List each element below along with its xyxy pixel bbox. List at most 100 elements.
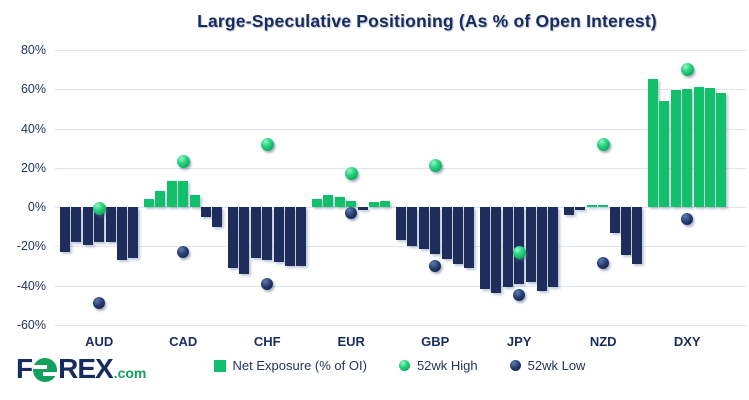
net-exposure-bar <box>380 201 391 207</box>
y-axis-tick-label: 20% <box>20 160 46 175</box>
net-exposure-bar <box>621 207 631 256</box>
high-52wk-dot <box>92 202 106 216</box>
net-exposure-bar <box>228 207 238 268</box>
net-exposure-bar <box>480 207 490 290</box>
net-exposure-bar <box>262 207 273 260</box>
low-52wk-dot <box>177 246 190 259</box>
x-axis-category-label: GBP <box>421 334 450 349</box>
low-52wk-dot <box>597 256 610 269</box>
legend-label-net-exposure: Net Exposure (% of OI) <box>232 358 367 373</box>
y-axis-tick-label: 0% <box>27 200 46 214</box>
net-exposure-bar <box>441 207 452 259</box>
low-52wk-dot <box>513 289 526 302</box>
high-52wk-dot <box>176 155 190 169</box>
net-exposure-bar <box>598 205 609 207</box>
net-exposure-bar <box>369 202 379 207</box>
net-exposure-bar <box>155 191 166 207</box>
logo-letter-f: F <box>16 353 33 384</box>
high-dot-icon <box>398 360 410 371</box>
h-gridline <box>55 285 746 287</box>
y-axis-tick-label: 60% <box>20 82 46 97</box>
y-axis-tick-label: -20% <box>16 239 46 254</box>
x-axis-category-label: DXY <box>673 334 701 349</box>
net-exposure-bar <box>564 207 574 215</box>
net-exposure-bar <box>117 207 127 260</box>
logo-dotcom: .com <box>113 365 147 381</box>
net-exposure-bar <box>586 205 597 207</box>
net-exposure-bar <box>105 207 116 243</box>
net-exposure-bar <box>94 207 105 243</box>
h-gridline <box>55 324 746 326</box>
y-axis-tick-label: -40% <box>16 278 46 293</box>
net-exposure-bar <box>334 197 345 207</box>
x-axis-category-label: CAD <box>169 334 198 349</box>
net-exposure-bar <box>239 207 250 274</box>
low-52wk-dot <box>261 277 274 290</box>
net-exposure-bar <box>632 207 643 264</box>
net-exposure-bar <box>659 101 670 207</box>
logo-letters-rex: REX <box>58 353 114 384</box>
net-exposure-bar <box>502 207 513 288</box>
net-exposure-bar <box>312 199 322 207</box>
high-52wk-dot <box>680 63 694 77</box>
net-exposure-bar <box>407 207 418 247</box>
net-exposure-bar <box>346 201 357 207</box>
x-axis-category-label: EUR <box>337 334 365 349</box>
legend-item-net-exposure: Net Exposure (% of OI) <box>213 358 367 373</box>
net-exposure-bar <box>514 207 525 284</box>
high-52wk-dot <box>260 137 274 151</box>
net-exposure-bar <box>693 87 704 207</box>
h-gridline <box>55 167 746 169</box>
net-exposure-bar <box>82 207 93 246</box>
legend-item-52wk-high: 52wk High <box>398 358 478 373</box>
low-dot-icon <box>509 360 521 371</box>
forex-coin-icon <box>33 358 58 383</box>
legend: Net Exposure (% of OI) 52wk High 52wk Lo… <box>25 358 749 373</box>
net-exposure-swatch-icon <box>213 359 226 372</box>
net-exposure-bar <box>525 207 536 282</box>
net-exposure-bar <box>323 195 334 207</box>
net-exposure-bar <box>273 207 284 262</box>
net-exposure-bar <box>128 207 139 259</box>
net-exposure-bar <box>212 207 223 227</box>
high-52wk-dot <box>512 245 526 259</box>
low-52wk-dot <box>429 259 442 272</box>
low-52wk-dot <box>681 212 694 225</box>
x-axis-category-label: AUD <box>85 334 114 349</box>
net-exposure-bar <box>60 207 70 253</box>
legend-label-52wk-low: 52wk Low <box>527 358 586 373</box>
low-52wk-dot <box>93 297 106 310</box>
net-exposure-bar <box>178 181 189 207</box>
net-exposure-bar <box>296 207 307 266</box>
high-52wk-dot <box>428 159 442 173</box>
high-52wk-dot <box>596 137 610 151</box>
high-52wk-dot <box>344 167 358 181</box>
legend-label-52wk-high: 52wk High <box>416 358 478 373</box>
net-exposure-bar <box>357 207 368 210</box>
net-exposure-bar <box>609 207 620 233</box>
net-exposure-bar <box>575 207 586 210</box>
legend-item-52wk-low: 52wk Low <box>509 358 586 373</box>
net-exposure-bar <box>418 207 429 250</box>
net-exposure-bar <box>453 207 463 264</box>
net-exposure-bar <box>250 207 261 259</box>
net-exposure-bar <box>682 89 693 207</box>
y-axis-tick-label: 80% <box>20 43 46 57</box>
x-axis-category-label: JPY <box>506 334 532 349</box>
net-exposure-bar <box>491 207 502 294</box>
net-exposure-bar <box>189 195 200 207</box>
net-exposure-bar <box>144 199 154 207</box>
net-exposure-bar <box>201 207 211 217</box>
net-exposure-bar <box>716 93 727 207</box>
net-exposure-bar <box>166 180 177 207</box>
net-exposure-bar <box>396 207 406 241</box>
net-exposure-bar <box>71 207 82 243</box>
net-exposure-bar <box>464 207 475 268</box>
net-exposure-bar <box>285 207 295 266</box>
net-exposure-bar <box>537 207 547 292</box>
chart-title: Large-Speculative Positioning (As % of O… <box>197 11 657 31</box>
low-52wk-dot <box>345 206 358 219</box>
net-exposure-bar <box>670 90 681 207</box>
net-exposure-bar <box>430 207 441 255</box>
